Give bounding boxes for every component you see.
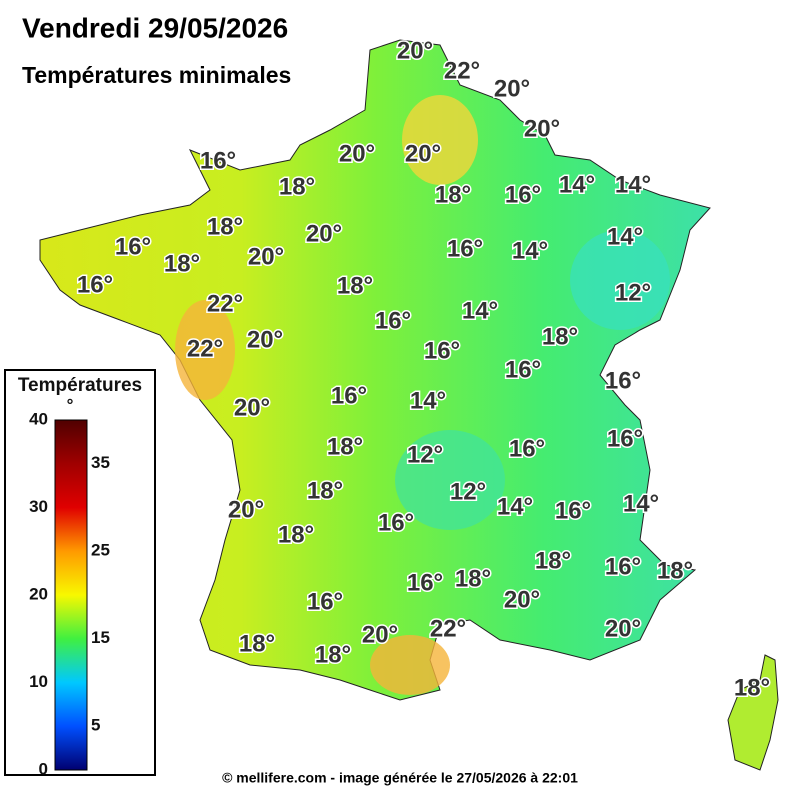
warm-zone [402, 95, 478, 185]
temperature-label: 16° [607, 425, 643, 452]
temperature-label: 18° [455, 565, 491, 592]
temperature-label: 18° [535, 547, 571, 574]
legend-tick-label: 5 [91, 716, 100, 735]
temperature-label: 14° [512, 237, 548, 264]
temperature-label: 20° [248, 243, 284, 270]
temperature-label: 20° [306, 220, 342, 247]
warm-zone [175, 300, 235, 400]
temperature-label: 14° [497, 493, 533, 520]
temperature-label: 20° [397, 37, 433, 64]
temperature-label: 16° [115, 233, 151, 260]
temperature-label: 18° [278, 521, 314, 548]
legend-tick-label: 25 [91, 541, 110, 560]
legend-tick-label: 10 [29, 672, 48, 691]
temperature-label: 16° [555, 497, 591, 524]
temperature-label: 22° [187, 335, 223, 362]
warm-zone [370, 635, 450, 695]
temperature-label: 18° [542, 323, 578, 350]
colorbar [54, 419, 88, 771]
temperature-label: 16° [509, 435, 545, 462]
legend-tick-label: 15 [91, 628, 110, 647]
temperature-label: 16° [200, 147, 236, 174]
legend-tick-label: 0 [39, 759, 48, 778]
temperature-label: 16° [375, 307, 411, 334]
subtitle: Températures minimales [22, 62, 291, 88]
temperature-label: 14° [615, 171, 651, 198]
temperature-label: 16° [505, 356, 541, 383]
temperature-label: 14° [410, 387, 446, 414]
temperature-label: 16° [307, 588, 343, 615]
temperature-label: 20° [405, 140, 441, 167]
temperature-label: 22° [430, 615, 466, 642]
temperature-label: 22° [444, 57, 480, 84]
temperature-label: 18° [164, 250, 200, 277]
cool-zone [395, 430, 505, 530]
temperature-label: 16° [605, 553, 641, 580]
legend-tick-label: 35 [91, 453, 110, 472]
temperature-label: 16° [407, 569, 443, 596]
title: Vendredi 29/05/2026 [22, 12, 288, 43]
temperature-label: 20° [362, 621, 398, 648]
temperature-label: 18° [337, 272, 373, 299]
legend-tick-label: 20 [29, 584, 48, 603]
temperature-label: 14° [623, 490, 659, 517]
temperature-label: 20° [504, 586, 540, 613]
temperature-label: 18° [327, 433, 363, 460]
temperature-label: 16° [605, 367, 641, 394]
temperature-label: 18° [279, 173, 315, 200]
temperature-label: 18° [239, 630, 275, 657]
temperature-label: 20° [228, 496, 264, 523]
temperature-label: 14° [607, 223, 643, 250]
footer: © mellifere.com - image générée le 27/05… [222, 770, 578, 786]
temperature-label: 18° [207, 213, 243, 240]
temperature-label: 18° [315, 641, 351, 668]
legend-unit: ° [67, 395, 74, 414]
temperature-label: 20° [494, 75, 530, 102]
temperature-label: 16° [77, 271, 113, 298]
temperature-label: 14° [559, 171, 595, 198]
temperature-label: 14° [462, 297, 498, 324]
temperature-label: 12° [407, 441, 443, 468]
temperature-label: 18° [657, 557, 693, 584]
temperature-label: 20° [247, 326, 283, 353]
temperature-label: 16° [447, 235, 483, 262]
corsica [727, 654, 779, 771]
temperature-label: 20° [234, 394, 270, 421]
legend-tick-label: 40 [29, 409, 48, 428]
temperature-label: 22° [207, 290, 243, 317]
temperature-label: 18° [307, 477, 343, 504]
temperature-label: 16° [424, 337, 460, 364]
temperature-label: 16° [378, 509, 414, 536]
cool-zone [570, 230, 670, 330]
temperature-label: 12° [615, 279, 651, 306]
temperature-label: 18° [435, 181, 471, 208]
temperature-label: 20° [605, 615, 641, 642]
temperature-label: 12° [450, 478, 486, 505]
temperature-label: 20° [339, 140, 375, 167]
temperature-label: 18° [734, 674, 770, 701]
legend-tick-label: 30 [29, 497, 48, 516]
temperature-label: 16° [505, 181, 541, 208]
temperature-label: 20° [524, 115, 560, 142]
temperature-label: 16° [331, 382, 367, 409]
legend-title: Températures [18, 375, 142, 396]
